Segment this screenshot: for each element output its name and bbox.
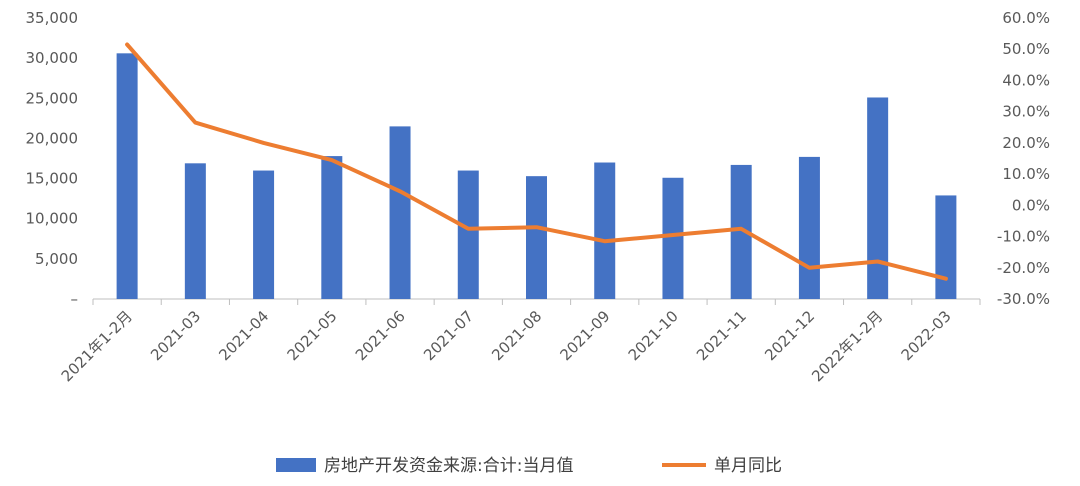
left-tick-label: 35,000	[26, 9, 79, 27]
x-tick-label: 2022年1-2月	[808, 307, 886, 385]
right-tick-label: 50.0%	[1002, 40, 1050, 58]
x-tick-label: 2021-04	[215, 307, 272, 364]
bar-series	[116, 53, 957, 300]
left-tick-label: 15,000	[26, 170, 79, 188]
x-tick-label: 2022-03	[898, 307, 955, 364]
x-tick-label: 2021年1-2月	[58, 307, 136, 385]
x-tick-label: 2021-11	[693, 307, 750, 364]
left-tick-label: 20,000	[26, 129, 79, 147]
x-tick-label: 2021-09	[557, 307, 614, 364]
bar	[184, 163, 206, 299]
right-tick-label: 20.0%	[1002, 134, 1050, 152]
bar	[389, 126, 411, 299]
bar	[798, 156, 820, 299]
left-axis-ticks: – 5,000 10,000 15,000 20,000 25,000 30,000 35,0…	[26, 9, 79, 308]
right-tick-label: -20.0%	[997, 259, 1050, 277]
left-tick-label: 30,000	[26, 49, 79, 67]
left-tick-label: 5,000	[35, 250, 78, 268]
x-axis-tick-labels: 2021年1-2月 2021-03 2021-04 2021-05 2021-06 202…	[58, 307, 955, 385]
right-tick-label: 40.0%	[1002, 71, 1050, 89]
x-tick-label: 2021-12	[761, 307, 818, 364]
right-tick-label: 30.0%	[1002, 103, 1050, 121]
left-tick-label: 10,000	[26, 210, 79, 228]
bar	[594, 162, 616, 299]
right-tick-label: 10.0%	[1002, 165, 1050, 183]
line-series	[125, 42, 948, 281]
bar	[457, 170, 479, 299]
legend-bar-label: 房地产开发资金来源:合计:当月值	[324, 456, 573, 476]
right-tick-label: 0.0%	[1012, 196, 1050, 214]
bar	[321, 156, 343, 299]
bar	[662, 177, 684, 299]
x-tick-label: 2021-05	[284, 307, 341, 364]
x-tick-label: 2021-08	[488, 307, 545, 364]
right-tick-label: 60.0%	[1002, 9, 1050, 27]
x-tick-label: 2021-06	[352, 307, 409, 364]
legend-line-label: 单月同比	[714, 456, 782, 476]
x-tick-label: 2021-07	[420, 307, 477, 364]
x-tick-label: 2021-10	[625, 307, 682, 364]
legend: 房地产开发资金来源:合计:当月值 单月同比	[276, 456, 782, 476]
right-axis-ticks: -30.0% -20.0% -10.0% 0.0% 10.0% 20.0% 30.0% 40.…	[997, 9, 1050, 308]
bar	[935, 195, 957, 299]
bar	[253, 170, 275, 299]
bar	[116, 53, 138, 299]
right-tick-label: -30.0%	[997, 290, 1050, 308]
bar	[730, 164, 752, 299]
left-tick-label: 25,000	[26, 89, 79, 107]
x-tick-label: 2021-03	[147, 307, 204, 364]
right-tick-label: -10.0%	[997, 228, 1050, 246]
bar	[867, 97, 889, 300]
legend-bar-swatch	[276, 458, 316, 472]
left-tick-label: –	[71, 290, 79, 308]
x-axis-tick-marks	[92, 299, 981, 305]
bar	[526, 176, 547, 299]
